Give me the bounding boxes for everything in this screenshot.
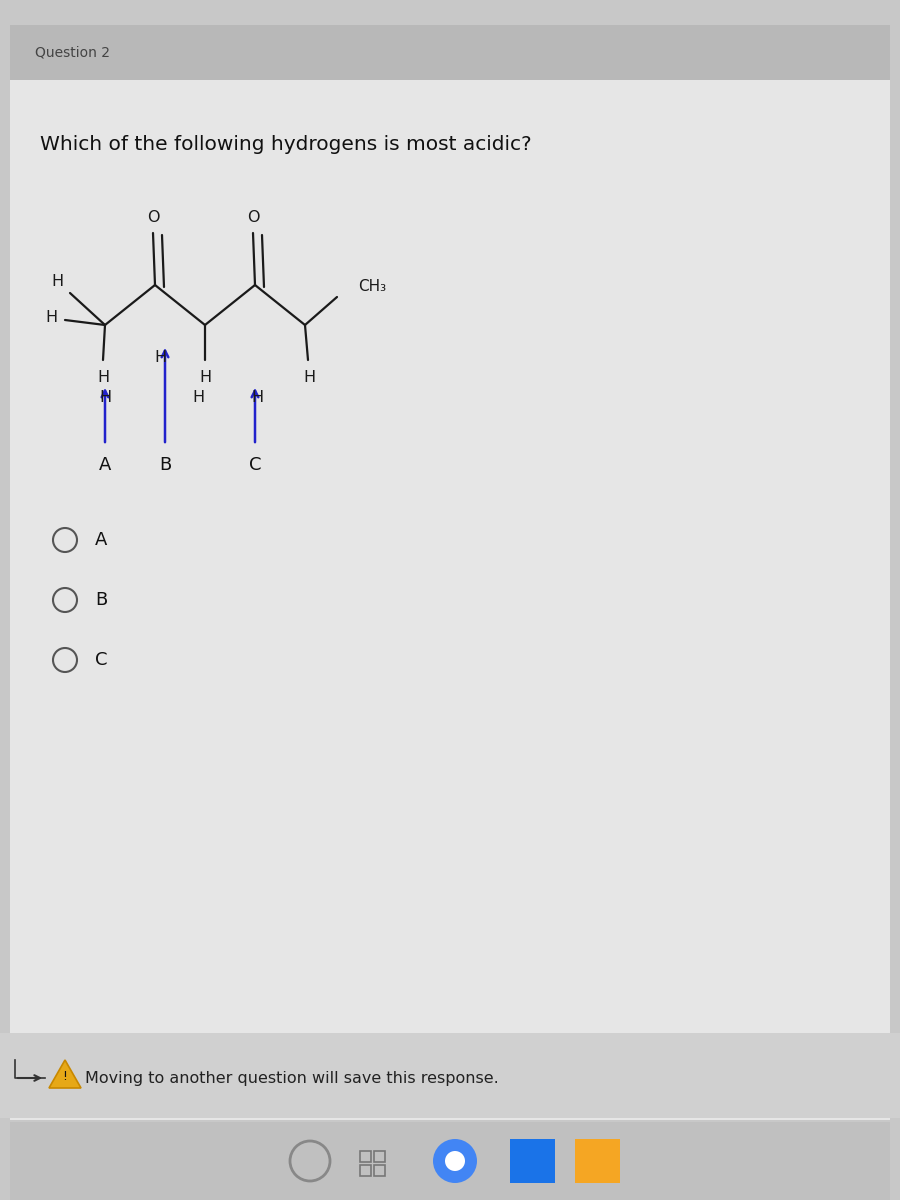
Text: O: O: [147, 210, 159, 226]
FancyBboxPatch shape: [575, 1139, 620, 1183]
FancyBboxPatch shape: [10, 1122, 890, 1200]
Text: H: H: [154, 349, 166, 365]
Text: B: B: [159, 456, 171, 474]
Text: H: H: [45, 311, 57, 325]
Text: H: H: [192, 390, 204, 404]
FancyBboxPatch shape: [0, 1033, 900, 1118]
Text: A: A: [99, 456, 112, 474]
Text: H: H: [99, 390, 111, 404]
Circle shape: [445, 1151, 465, 1171]
Text: B: B: [95, 590, 107, 608]
FancyBboxPatch shape: [10, 25, 890, 80]
Text: Question 2: Question 2: [35, 46, 110, 60]
FancyBboxPatch shape: [10, 50, 890, 1120]
Text: A: A: [95, 530, 107, 550]
Text: Which of the following hydrogens is most acidic?: Which of the following hydrogens is most…: [40, 136, 532, 155]
Text: CH₃: CH₃: [358, 280, 386, 294]
Text: H: H: [97, 370, 109, 384]
Text: C: C: [95, 650, 107, 670]
Polygon shape: [49, 1060, 81, 1088]
Text: H: H: [199, 370, 212, 384]
FancyBboxPatch shape: [510, 1139, 555, 1183]
Text: !: !: [62, 1069, 68, 1082]
Text: C: C: [248, 456, 261, 474]
Text: H: H: [51, 274, 63, 288]
Text: H: H: [251, 390, 263, 404]
Circle shape: [433, 1139, 477, 1183]
Text: O: O: [247, 210, 259, 226]
Text: H: H: [303, 370, 315, 384]
Text: Moving to another question will save this response.: Moving to another question will save thi…: [85, 1070, 499, 1086]
